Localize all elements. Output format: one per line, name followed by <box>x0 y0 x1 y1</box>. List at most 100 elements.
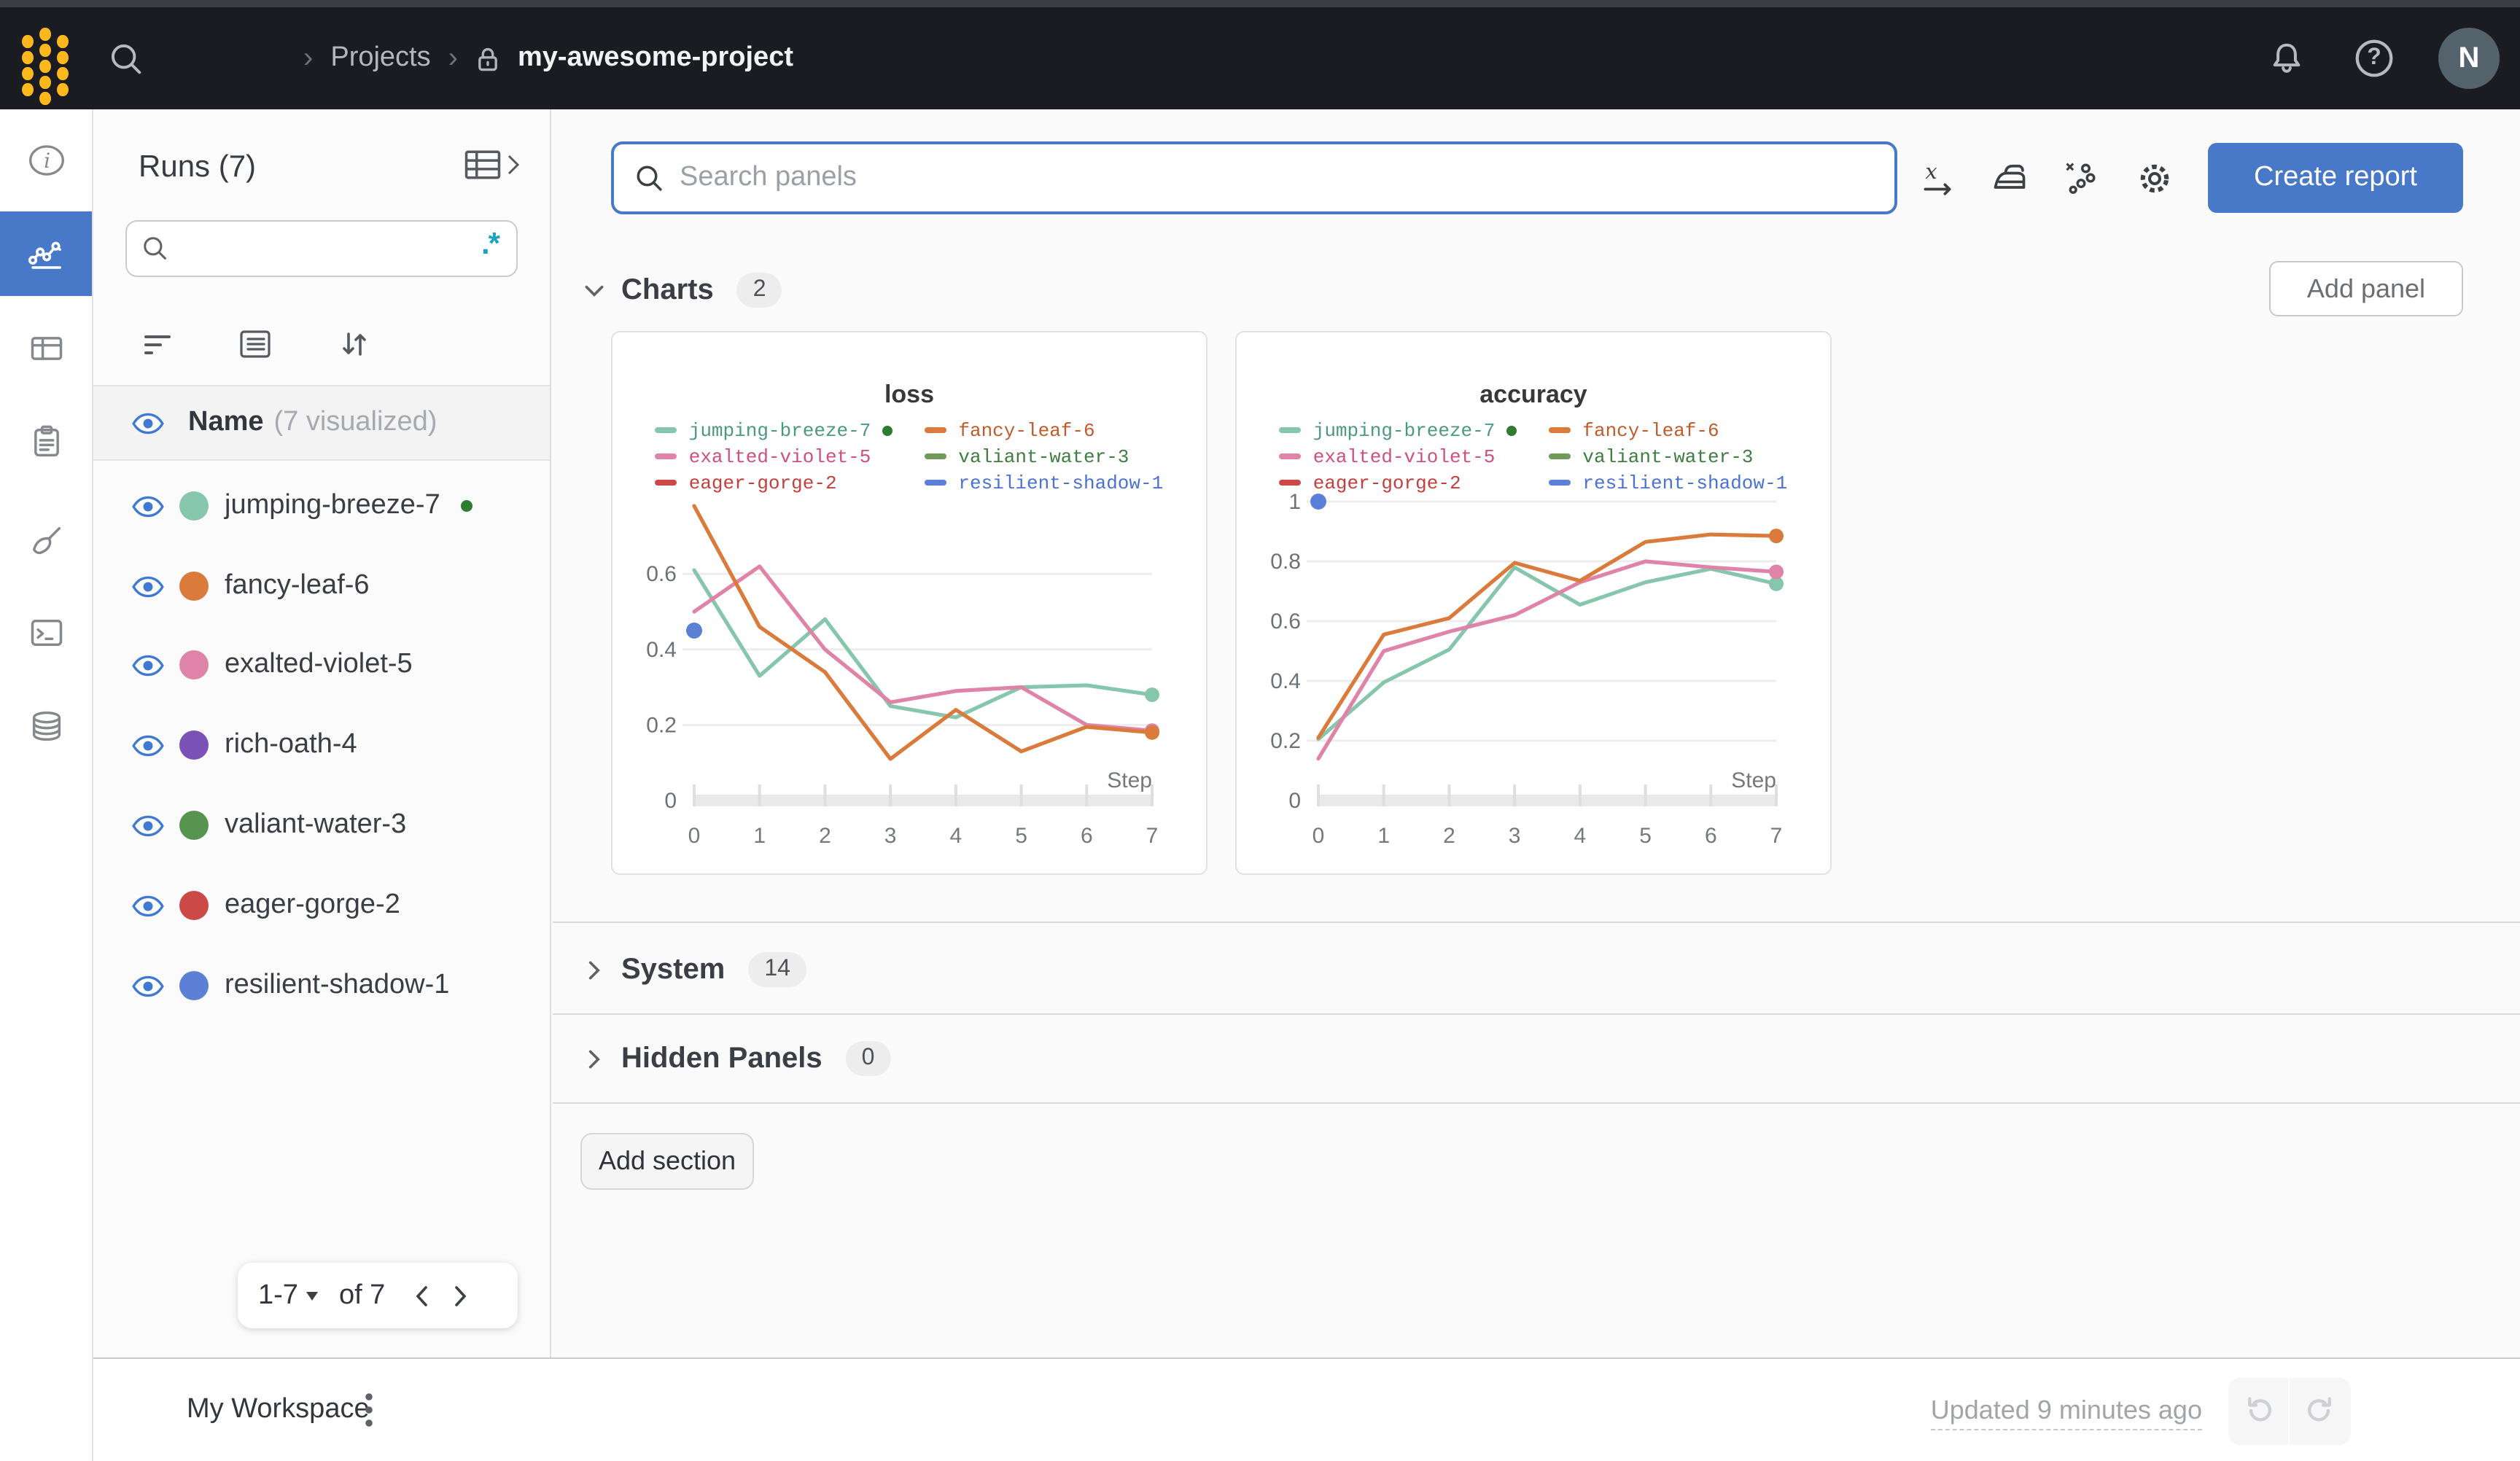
breadcrumb: › Projects › my-awesome-project <box>303 7 793 109</box>
undo-button[interactable] <box>2228 1378 2290 1445</box>
svg-text:0.2: 0.2 <box>1270 729 1301 753</box>
regex-toggle-button[interactable]: .* <box>478 229 502 268</box>
bell-icon <box>2273 43 2301 73</box>
workspace-name: My Workspace <box>187 1394 370 1425</box>
run-visibility-toggle[interactable] <box>131 895 166 916</box>
run-name[interactable]: eager-gorge-2 <box>225 889 400 920</box>
rail-item-workspace[interactable] <box>0 211 92 296</box>
rail-item-runs-table[interactable] <box>0 306 92 391</box>
legend-swatch <box>1549 453 1571 459</box>
workspace-settings-button[interactable] <box>2126 150 2182 206</box>
rail-item-logs[interactable] <box>0 591 92 675</box>
list-icon <box>240 330 271 358</box>
search-icon <box>637 165 662 190</box>
chevron-right-icon <box>454 1285 466 1306</box>
svg-text:Step: Step <box>1107 768 1152 792</box>
chart-panel-loss[interactable]: 0 0.2 0.4 0.6 0 1 2 3 4 5 6 7 Step loss jumping-bree… <box>611 331 1208 875</box>
rail-item-jobs[interactable] <box>0 400 92 484</box>
legend-item[interactable]: resilient-shadow-1 <box>925 470 1163 496</box>
panel-search-input[interactable] <box>680 162 1874 194</box>
svg-text:6: 6 <box>1705 824 1717 848</box>
breadcrumb-project-name[interactable]: my-awesome-project <box>517 42 793 73</box>
toggle-all-visibility-button[interactable] <box>131 412 166 434</box>
help-icon <box>2355 39 2393 77</box>
smoothing-button[interactable] <box>1982 150 2037 206</box>
sort-button[interactable] <box>330 319 379 369</box>
expand-system-button[interactable] <box>578 954 610 986</box>
expand-hidden-panels-button[interactable] <box>578 1043 610 1075</box>
notifications-button[interactable] <box>2260 32 2313 85</box>
prev-page-button[interactable] <box>402 1277 440 1314</box>
filter-button[interactable] <box>133 319 182 369</box>
legend-item[interactable]: jumping-breeze-7 <box>1279 417 1517 443</box>
workspace-menu-button[interactable] <box>365 1385 408 1435</box>
legend-swatch <box>1549 480 1571 486</box>
outliers-button[interactable] <box>2053 150 2109 206</box>
group-button[interactable] <box>230 319 280 369</box>
run-visibility-toggle[interactable] <box>131 495 166 517</box>
run-name[interactable]: exalted-violet-5 <box>225 649 413 679</box>
page-range-dropdown[interactable]: 1-7 <box>258 1279 319 1312</box>
legend-item[interactable]: fancy-leaf-6 <box>1549 417 1787 443</box>
run-visibility-toggle[interactable] <box>131 814 166 836</box>
run-visibility-toggle[interactable] <box>131 575 166 597</box>
svg-text:0: 0 <box>1312 824 1325 848</box>
run-visibility-toggle[interactable] <box>131 975 166 997</box>
svg-text:x: x <box>1924 158 1936 183</box>
chart-panel-accuracy[interactable]: 0 0.2 0.4 0.6 0.8 1 0 1 2 3 4 5 6 7 Step accuracy jump… <box>1235 331 1832 875</box>
rail-item-overview[interactable]: i <box>0 118 92 203</box>
hidden-panels-count-badge: 0 <box>845 1041 891 1076</box>
add-panel-button[interactable]: Add panel <box>2269 261 2463 316</box>
x-axis-settings-button[interactable]: x <box>1909 150 1964 206</box>
run-visibility-toggle[interactable] <box>131 734 166 756</box>
user-avatar[interactable]: N <box>2438 28 2500 89</box>
gear-icon <box>2139 163 2169 192</box>
help-button[interactable]: ? <box>2348 32 2400 85</box>
legend-item[interactable]: exalted-violet-5 <box>1279 443 1517 470</box>
svg-text:3: 3 <box>1509 824 1521 848</box>
rail-item-artifacts[interactable] <box>0 684 92 768</box>
add-section-button[interactable]: Add section <box>580 1133 754 1190</box>
iron-smoothing-icon <box>1994 164 2026 189</box>
run-row: fancy-leaf-6 <box>93 547 550 626</box>
legend-item[interactable]: resilient-shadow-1 <box>1549 470 1787 496</box>
legend-swatch <box>1279 453 1302 459</box>
legend-label: exalted-violet-5 <box>1312 445 1496 467</box>
run-name[interactable]: fancy-leaf-6 <box>225 570 370 601</box>
runs-search-box: .* <box>125 220 518 277</box>
legend-label: resilient-shadow-1 <box>1582 472 1788 494</box>
breadcrumb-projects[interactable]: Projects <box>330 42 431 73</box>
run-name[interactable]: rich-oath-4 <box>225 729 357 760</box>
wandb-logo-icon[interactable] <box>22 28 80 105</box>
open-runs-table-button[interactable] <box>464 141 525 188</box>
next-page-button[interactable] <box>440 1277 478 1314</box>
run-row: valiant-water-3 <box>93 786 550 865</box>
rail-item-sweeps[interactable] <box>0 499 92 583</box>
global-search-icon[interactable] <box>108 38 152 82</box>
redo-button[interactable] <box>2290 1378 2351 1445</box>
chevron-left-icon <box>415 1285 427 1306</box>
run-name[interactable]: resilient-shadow-1 <box>225 970 450 1000</box>
legend-swatch <box>1549 427 1571 433</box>
run-name[interactable]: jumping-breeze-7 <box>225 490 440 521</box>
eye-icon <box>132 654 164 676</box>
accuracy-chart-plot[interactable]: 0 0.2 0.4 0.6 0.8 1 0 1 2 3 4 5 6 7 Step <box>1237 332 1833 876</box>
legend-item[interactable]: jumping-breeze-7 <box>655 417 893 443</box>
legend-item[interactable]: valiant-water-3 <box>1549 443 1787 470</box>
legend-item[interactable]: eager-gorge-2 <box>1279 470 1517 496</box>
legend-item[interactable]: valiant-water-3 <box>925 443 1163 470</box>
legend-item[interactable]: fancy-leaf-6 <box>925 417 1163 443</box>
legend-item[interactable]: exalted-violet-5 <box>655 443 893 470</box>
runs-search-input[interactable] <box>181 235 478 262</box>
loss-chart-plot[interactable]: 0 0.2 0.4 0.6 0 1 2 3 4 5 6 7 Step <box>612 332 1209 876</box>
run-visibility-toggle[interactable] <box>131 654 166 676</box>
run-name[interactable]: valiant-water-3 <box>225 809 407 840</box>
svg-text:0.4: 0.4 <box>646 638 677 662</box>
legend-item[interactable]: eager-gorge-2 <box>655 470 893 496</box>
last-updated-label[interactable]: Updated 9 minutes ago <box>1930 1395 2202 1430</box>
run-color-dot <box>179 650 209 679</box>
collapse-charts-button[interactable] <box>578 274 610 306</box>
legend-label: fancy-leaf-6 <box>958 419 1095 441</box>
breadcrumb-separator: › <box>448 42 458 74</box>
create-report-button[interactable]: Create report <box>2208 143 2463 213</box>
